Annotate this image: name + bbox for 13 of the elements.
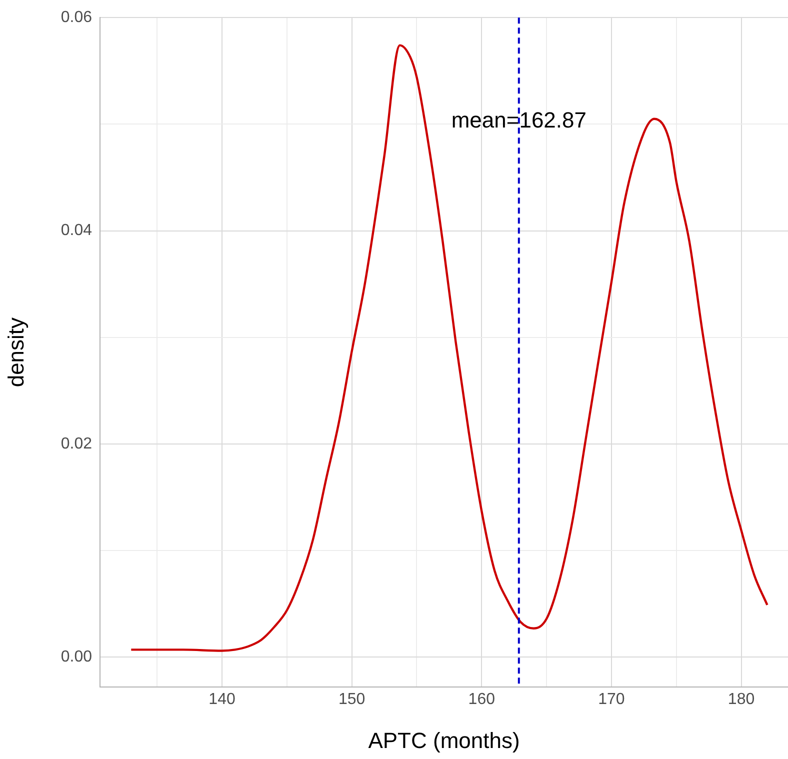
- x-tick-label: 160: [468, 691, 496, 708]
- y-axis-title: density: [3, 317, 28, 388]
- x-tick-label: 150: [338, 691, 366, 708]
- y-tick-label: 0.00: [60, 648, 92, 666]
- x-tick-label: 180: [728, 691, 755, 708]
- x-tick-label: 170: [598, 691, 625, 708]
- y-tick-label: 0.02: [60, 435, 92, 452]
- x-tick-label: 140: [208, 691, 236, 708]
- y-tick-label: 0.04: [60, 222, 92, 240]
- y-tick-label: 0.06: [60, 9, 92, 26]
- x-axis-title: APTC (months): [368, 728, 520, 753]
- line-series: [130, 44, 768, 652]
- annotation: mean=162.87: [451, 107, 586, 132]
